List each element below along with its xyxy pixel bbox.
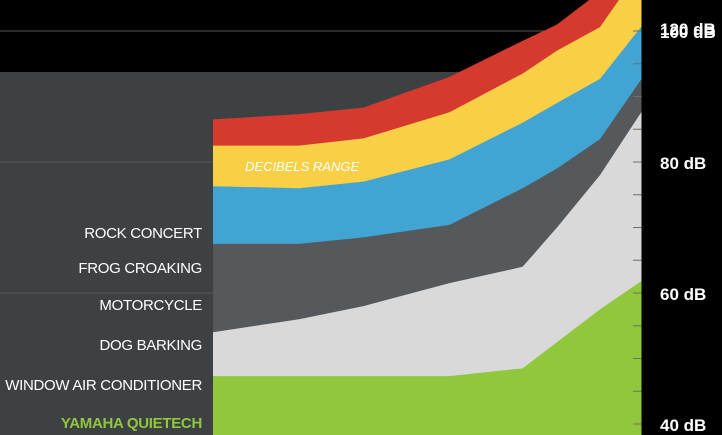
axis-column bbox=[645, 0, 722, 435]
category-label: DOG BARKING bbox=[99, 337, 202, 354]
category-labels: ROCK CONCERT FROG CROAKING MOTORCYCLE DOG B… bbox=[5, 225, 202, 432]
y-tick-label: 60 dB bbox=[660, 285, 706, 304]
category-label: YAMAHA QUIETECH bbox=[61, 415, 202, 432]
minor-ticks bbox=[633, 30, 643, 425]
category-label: WINDOW AIR CONDITIONER bbox=[5, 377, 202, 394]
y-tick-label: 120 dB bbox=[660, 20, 716, 39]
category-label: MOTORCYCLE bbox=[99, 297, 202, 314]
category-label: ROCK CONCERT bbox=[84, 225, 202, 242]
area-yamaha-quietech bbox=[213, 279, 643, 435]
area-series bbox=[213, 0, 643, 435]
y-tick-label: 40 dB bbox=[660, 416, 706, 435]
area-window-air-conditioner bbox=[213, 109, 643, 435]
y-tick-label: 80 dB bbox=[660, 154, 706, 173]
category-label: FROG CROAKING bbox=[78, 260, 202, 277]
chart-title: DECIBELS RANGE bbox=[245, 159, 359, 174]
y-tick-label: 100 dB bbox=[660, 23, 716, 42]
